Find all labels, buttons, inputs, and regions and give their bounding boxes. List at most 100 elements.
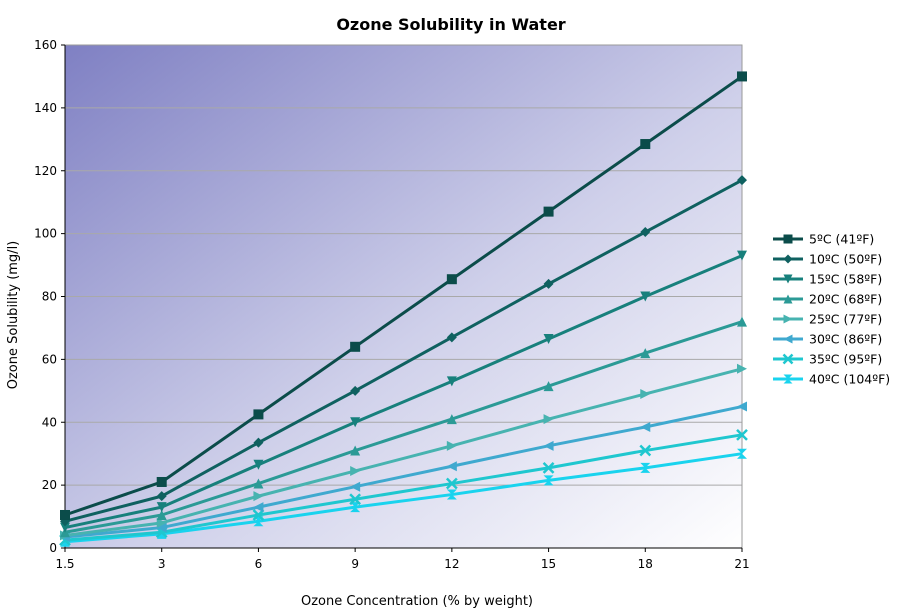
legend-label: 30ºC (86ºF) bbox=[809, 332, 882, 347]
legend-label: 10ºC (50ºF) bbox=[809, 252, 882, 267]
data-point bbox=[446, 376, 457, 387]
data-point bbox=[156, 502, 167, 513]
data-point bbox=[640, 421, 651, 432]
x-axis-title: Ozone Concentration (% by weight) bbox=[301, 594, 533, 609]
data-point bbox=[60, 509, 70, 520]
y-tick-label: 120 bbox=[34, 164, 57, 178]
x-tick-label: 21 bbox=[734, 557, 749, 571]
data-point bbox=[543, 333, 554, 344]
data-point bbox=[640, 291, 651, 302]
legend-label: 20ºC (68ºF) bbox=[809, 292, 882, 307]
legend-item: 15ºC (58ºF) bbox=[773, 272, 882, 287]
x-tick-label: 6 bbox=[255, 557, 263, 571]
y-tick-label: 140 bbox=[34, 101, 57, 115]
y-axis-title: Ozone Solubility (mg/l) bbox=[6, 241, 21, 390]
data-point bbox=[350, 445, 361, 456]
data-point bbox=[253, 459, 264, 470]
data-point bbox=[156, 491, 167, 502]
series-20-c-68-f- bbox=[60, 316, 747, 538]
data-point bbox=[446, 332, 457, 343]
data-point bbox=[640, 388, 651, 399]
data-point bbox=[350, 417, 361, 428]
data-point bbox=[543, 475, 554, 486]
legend-label: 35ºC (95ºF) bbox=[809, 352, 882, 367]
data-point bbox=[736, 428, 748, 441]
legend-item: 5ºC (41ºF) bbox=[773, 232, 874, 247]
data-point bbox=[446, 414, 457, 425]
legend-item: 25ºC (77ºF) bbox=[773, 312, 882, 327]
chart-title: Ozone Solubility in Water bbox=[336, 15, 565, 34]
legend-marker bbox=[783, 314, 793, 324]
data-point bbox=[446, 274, 457, 285]
y-tick-label: 0 bbox=[49, 541, 57, 555]
data-point bbox=[253, 437, 264, 448]
data-point bbox=[640, 462, 651, 473]
data-point bbox=[252, 509, 265, 521]
legend-item: 30ºC (86ºF) bbox=[773, 332, 882, 347]
series-group bbox=[59, 71, 748, 547]
legend-label: 15ºC (58ºF) bbox=[809, 272, 882, 287]
series-line bbox=[64, 405, 743, 539]
data-point bbox=[446, 489, 457, 500]
legend-label: 5ºC (41ºF) bbox=[809, 232, 874, 247]
data-point bbox=[156, 509, 167, 520]
data-point bbox=[543, 278, 554, 289]
data-point bbox=[350, 341, 361, 352]
y-tick-label: 40 bbox=[42, 415, 57, 429]
data-point bbox=[737, 363, 747, 374]
x-tick-label: 3 bbox=[158, 557, 166, 571]
series-5-c-41-f- bbox=[60, 71, 747, 520]
data-point bbox=[543, 414, 554, 425]
data-point bbox=[350, 385, 361, 396]
data-point bbox=[445, 477, 458, 490]
series-10-c-50-f- bbox=[60, 175, 747, 527]
data-point bbox=[737, 250, 747, 261]
data-point bbox=[640, 139, 651, 150]
data-point bbox=[737, 71, 747, 82]
y-tick-label: 80 bbox=[42, 290, 57, 304]
data-point bbox=[543, 381, 554, 392]
data-point bbox=[253, 502, 264, 513]
series-30-c-86-f- bbox=[60, 401, 747, 542]
data-point bbox=[253, 491, 264, 502]
series-line bbox=[64, 75, 743, 517]
series-line bbox=[64, 254, 743, 530]
data-point bbox=[446, 461, 457, 472]
data-point bbox=[350, 502, 361, 513]
data-point bbox=[640, 348, 651, 359]
series-line bbox=[64, 178, 743, 523]
data-point bbox=[543, 206, 554, 217]
data-point bbox=[350, 465, 361, 476]
series-line bbox=[64, 320, 743, 534]
series-35-c-95-f- bbox=[59, 428, 748, 547]
data-point bbox=[349, 493, 362, 506]
legend-label: 40ºC (104ºF) bbox=[809, 372, 890, 387]
legend-marker bbox=[783, 234, 793, 244]
legend-item: 40ºC (104ºF) bbox=[773, 372, 890, 387]
legend-marker bbox=[782, 353, 794, 365]
data-point bbox=[60, 522, 70, 533]
data-point bbox=[640, 227, 651, 238]
x-tick-label: 18 bbox=[638, 557, 653, 571]
legend-marker bbox=[783, 254, 793, 264]
data-point bbox=[446, 440, 457, 451]
data-point bbox=[253, 478, 264, 489]
legend: 5ºC (41ºF) 10ºC (50ºF) 15ºC (58ºF) 20ºC (68… bbox=[773, 232, 890, 387]
y-tick-label: 160 bbox=[34, 38, 57, 52]
y-tick-label: 20 bbox=[42, 478, 57, 492]
y-tick-label: 100 bbox=[34, 227, 57, 241]
data-point bbox=[737, 175, 747, 186]
data-point bbox=[156, 517, 167, 528]
data-point bbox=[639, 444, 652, 457]
legend-label: 25ºC (77ºF) bbox=[809, 312, 882, 327]
x-tick-label: 12 bbox=[444, 557, 459, 571]
legend-item: 10ºC (50ºF) bbox=[773, 252, 882, 267]
data-point bbox=[350, 481, 361, 492]
data-point bbox=[156, 522, 167, 533]
legend-item: 35ºC (95ºF) bbox=[773, 352, 882, 367]
series-line bbox=[64, 433, 743, 542]
legend-marker bbox=[783, 374, 793, 384]
legend-item: 20ºC (68ºF) bbox=[773, 292, 882, 307]
